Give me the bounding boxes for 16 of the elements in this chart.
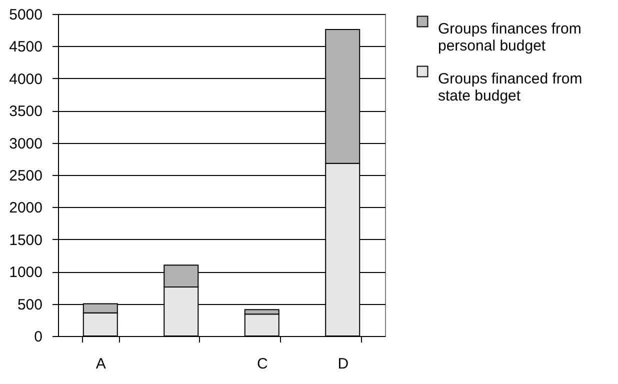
- x-tick-label: C: [256, 356, 268, 372]
- y-tick-label: 1500: [9, 232, 42, 249]
- y-tick-label: 4000: [9, 70, 42, 88]
- y-tick-label: 1000: [9, 264, 42, 282]
- y-tick-label: 3500: [9, 103, 42, 120]
- x-tick-label: A: [96, 356, 106, 372]
- legend-label: Groups financed from state budget: [438, 70, 582, 104]
- y-tick-label: 3000: [9, 135, 42, 152]
- y-tick-label: 500: [17, 296, 42, 314]
- y-tick-label: 5000: [9, 6, 42, 24]
- x-tick-label: D: [338, 356, 349, 372]
- y-tick-label: 4500: [9, 38, 42, 56]
- legend-label: Groups finances from personal budget: [438, 20, 582, 54]
- y-tick-label: 2500: [9, 168, 42, 184]
- y-tick-label: 0: [34, 328, 42, 346]
- y-tick-label: 2000: [9, 200, 42, 217]
